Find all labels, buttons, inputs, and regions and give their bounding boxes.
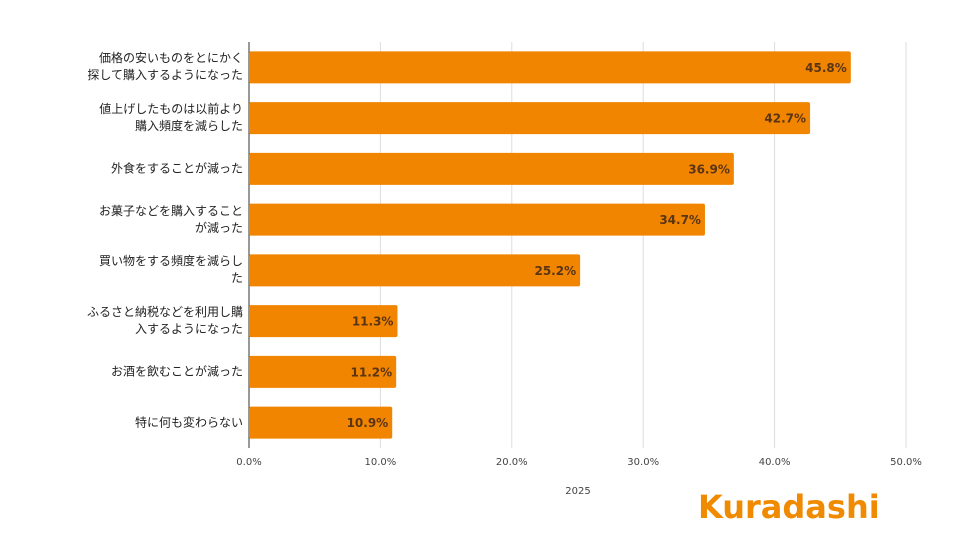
logo: Kuradashi (698, 488, 880, 526)
value-label: 11.2% (351, 365, 393, 379)
y-tick-label: ふるさと納税などを利用し購 入するようになった (86, 305, 243, 337)
x-tick-label: 0.0% (236, 457, 261, 468)
bar (249, 254, 581, 287)
y-tick-label: 価格の安いものをとにかく 探して購入するようになった (87, 51, 243, 83)
value-label: 11.3% (352, 315, 394, 329)
bar (249, 51, 851, 84)
x-tick-label: 10.0% (365, 457, 397, 468)
x-tick-label: 40.0% (759, 457, 791, 468)
bar (249, 102, 811, 135)
y-tick-label: 外食をすることが減った (110, 161, 243, 176)
bar (249, 406, 393, 439)
value-label: 10.9% (347, 416, 389, 430)
x-tick-label: 20.0% (496, 457, 528, 468)
y-tick-label: お菓子などを購入すること が減った (98, 203, 243, 235)
y-tick-label: 特に何も変わらない (134, 415, 243, 430)
value-label: 42.7% (764, 112, 806, 126)
y-tick-label: 値上げしたものは以前より 購入頻度を減らした (99, 102, 243, 134)
value-label: 45.8% (805, 61, 847, 75)
x-axis-label: 2025 (565, 486, 590, 497)
bar (249, 305, 398, 338)
bar (249, 355, 397, 388)
bar (249, 203, 705, 236)
bar (249, 152, 734, 185)
value-label: 34.7% (659, 213, 701, 227)
y-tick-label: 買い物をする頻度を減らし た (98, 254, 243, 286)
x-tick-label: 50.0% (890, 457, 922, 468)
value-label: 36.9% (688, 162, 730, 176)
x-tick-label: 30.0% (627, 457, 659, 468)
value-label: 25.2% (534, 264, 576, 278)
y-tick-label: お酒を飲むことが減った (110, 364, 243, 379)
